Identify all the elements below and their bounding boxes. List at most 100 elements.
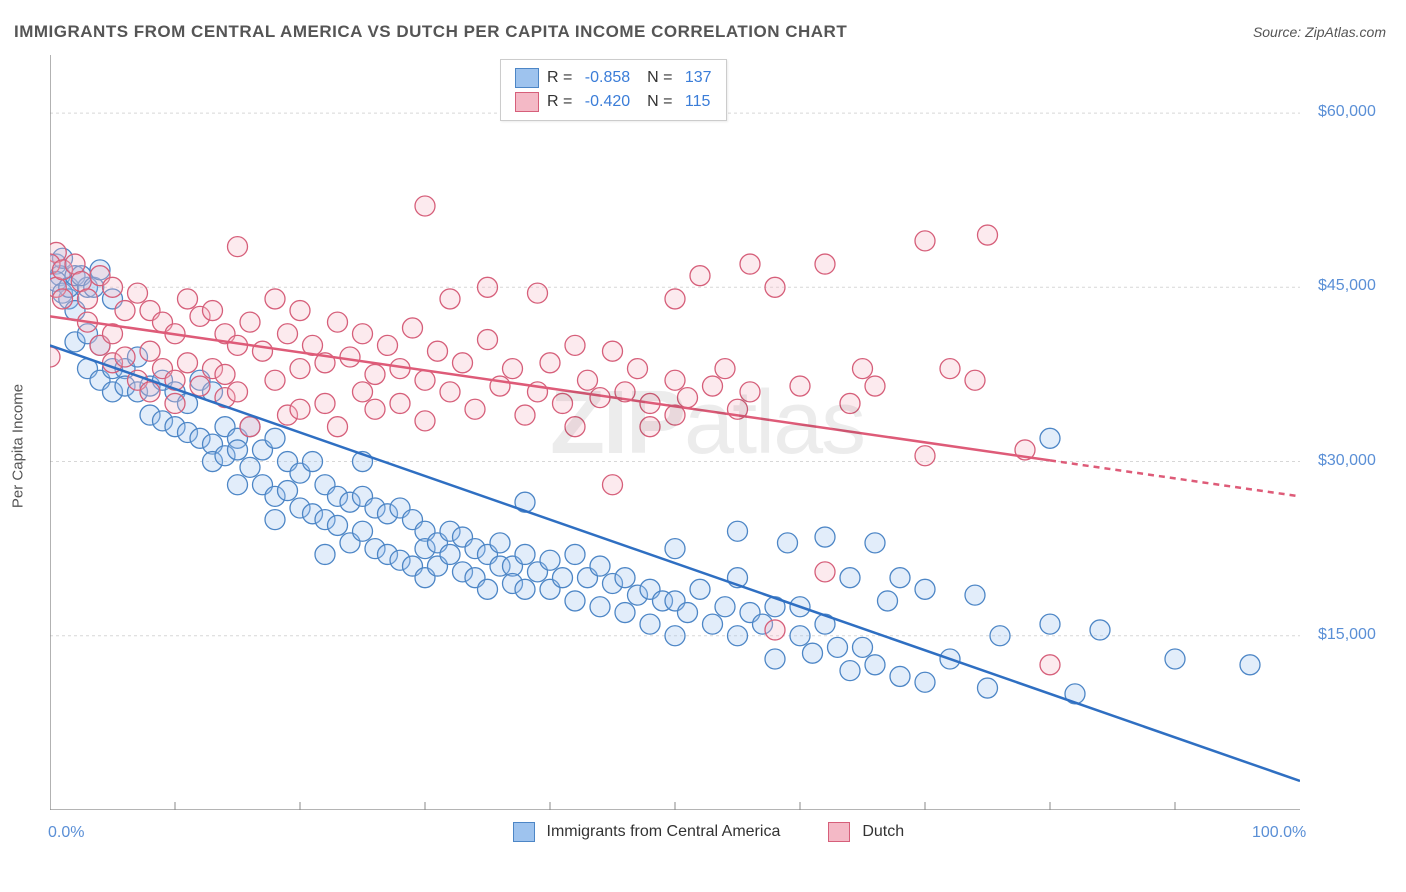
scatter-point — [665, 289, 685, 309]
scatter-point — [565, 417, 585, 437]
scatter-point — [965, 585, 985, 605]
scatter-point — [265, 370, 285, 390]
scatter-point — [615, 568, 635, 588]
scatter-point — [915, 446, 935, 466]
scatter-point — [415, 370, 435, 390]
scatter-point — [853, 637, 873, 657]
n-value-a: 137 — [685, 66, 712, 90]
scatter-point — [815, 562, 835, 582]
scatter-point — [603, 475, 623, 495]
scatter-point — [378, 335, 398, 355]
scatter-point — [328, 312, 348, 332]
scatter-point — [515, 579, 535, 599]
scatter-point — [415, 196, 435, 216]
scatter-point — [465, 399, 485, 419]
scatter-point — [328, 515, 348, 535]
x-start-label: 0.0% — [48, 824, 84, 842]
scatter-point — [278, 481, 298, 501]
scatter-point — [240, 417, 260, 437]
scatter-chart — [50, 55, 1300, 810]
scatter-point — [140, 382, 160, 402]
y-tick-label: $15,000 — [1318, 626, 1376, 644]
scatter-point — [565, 591, 585, 611]
legend-label-a: Immigrants from Central America — [547, 823, 781, 841]
scatter-point — [265, 428, 285, 448]
scatter-point — [240, 457, 260, 477]
scatter-point — [965, 370, 985, 390]
scatter-point — [228, 440, 248, 460]
trend-line-dashed — [1050, 460, 1300, 496]
scatter-point — [565, 544, 585, 564]
n-value-b: 115 — [685, 90, 711, 114]
scatter-point — [290, 399, 310, 419]
scatter-point — [565, 335, 585, 355]
scatter-point — [228, 382, 248, 402]
scatter-point — [715, 597, 735, 617]
scatter-point — [115, 347, 135, 367]
r-value-a: -0.858 — [585, 66, 630, 90]
scatter-point — [865, 376, 885, 396]
swatch-legend-a — [513, 822, 535, 842]
source-label: Source: ZipAtlas.com — [1253, 24, 1386, 40]
scatter-point — [815, 254, 835, 274]
scatter-point — [78, 289, 98, 309]
scatter-point — [853, 359, 873, 379]
scatter-point — [865, 533, 885, 553]
scatter-point — [278, 324, 298, 344]
scatter-point — [1040, 614, 1060, 634]
scatter-point — [590, 556, 610, 576]
scatter-point — [765, 649, 785, 669]
scatter-point — [528, 283, 548, 303]
scatter-point — [578, 370, 598, 390]
scatter-point — [503, 359, 523, 379]
scatter-point — [128, 283, 148, 303]
scatter-point — [878, 591, 898, 611]
scatter-point — [165, 393, 185, 413]
scatter-point — [1240, 655, 1260, 675]
y-tick-label: $60,000 — [1318, 103, 1376, 121]
r-value-b: -0.420 — [585, 90, 630, 114]
scatter-point — [978, 225, 998, 245]
scatter-point — [665, 626, 685, 646]
scatter-point — [615, 603, 635, 623]
scatter-point — [553, 393, 573, 413]
scatter-point — [703, 376, 723, 396]
scatter-point — [1040, 428, 1060, 448]
scatter-point — [115, 301, 135, 321]
scatter-point — [740, 382, 760, 402]
legend-label-b: Dutch — [862, 823, 904, 841]
scatter-point — [803, 643, 823, 663]
scatter-point — [140, 341, 160, 361]
scatter-point — [728, 521, 748, 541]
scatter-point — [290, 301, 310, 321]
stats-row-series-a: R = -0.858 N = 137 — [515, 66, 712, 90]
series-legend: Immigrants from Central America Dutch — [513, 822, 905, 842]
scatter-point — [190, 376, 210, 396]
scatter-point — [1165, 649, 1185, 669]
stats-legend: R = -0.858 N = 137 R = -0.420 N = 115 — [500, 59, 727, 121]
scatter-point — [603, 341, 623, 361]
scatter-point — [515, 405, 535, 425]
y-tick-label: $45,000 — [1318, 277, 1376, 295]
scatter-point — [265, 289, 285, 309]
scatter-point — [765, 277, 785, 297]
scatter-point — [453, 353, 473, 373]
y-axis-label: Per Capita Income — [10, 384, 27, 508]
scatter-point — [328, 417, 348, 437]
scatter-point — [365, 399, 385, 419]
scatter-point — [390, 393, 410, 413]
scatter-point — [628, 359, 648, 379]
scatter-point — [440, 289, 460, 309]
scatter-point — [53, 289, 73, 309]
scatter-point — [50, 347, 60, 367]
scatter-point — [540, 353, 560, 373]
scatter-point — [478, 330, 498, 350]
scatter-point — [665, 539, 685, 559]
scatter-point — [478, 579, 498, 599]
scatter-point — [253, 341, 273, 361]
scatter-point — [265, 510, 285, 530]
x-end-label: 100.0% — [1252, 824, 1306, 842]
scatter-point — [690, 579, 710, 599]
scatter-point — [815, 527, 835, 547]
scatter-point — [403, 318, 423, 338]
